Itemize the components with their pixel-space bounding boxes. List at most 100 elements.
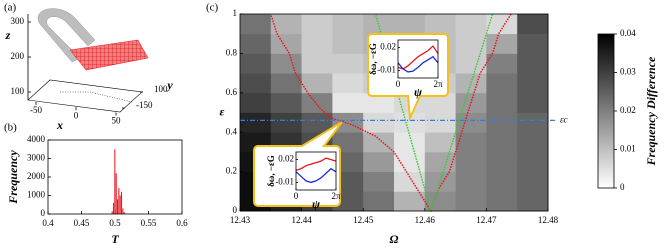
x-tick-label: 0 — [74, 110, 79, 120]
bar — [123, 212, 125, 214]
heat-cell — [270, 112, 302, 133]
heat-cell — [270, 73, 302, 94]
heat-cell — [486, 33, 518, 54]
heat-cell — [270, 33, 302, 54]
heat-cell — [486, 73, 518, 94]
heat-cell — [424, 112, 456, 133]
heat-cell — [363, 112, 395, 133]
plot-frame — [239, 13, 549, 212]
inset-y-tick-label: -0.01 — [275, 176, 294, 186]
y-tick-label: 0.6 — [226, 87, 238, 97]
inset-y-tick-label: 0.02 — [278, 154, 294, 164]
heat-cell — [240, 33, 272, 54]
heat-cell — [486, 171, 518, 192]
heat-cell — [270, 53, 302, 74]
heat-cell — [301, 33, 333, 54]
bar — [117, 199, 119, 214]
x-axis-label: T — [111, 232, 119, 246]
inset-line — [295, 157, 337, 171]
inset-line — [397, 55, 439, 73]
heat-cell — [486, 132, 518, 153]
colorbar-label: Frequency Difference — [644, 56, 658, 166]
inset-line — [397, 45, 439, 70]
heat-cell — [363, 151, 395, 172]
heat-cell — [517, 33, 549, 54]
heat-cell — [301, 92, 333, 113]
heat-cell — [240, 112, 272, 133]
y-tick-label: 0.2 — [226, 166, 237, 176]
heat-cell — [424, 92, 456, 113]
x-tick-label: 12.43 — [230, 215, 251, 225]
inset-x-tick-label: 0 — [294, 191, 299, 201]
heat-cell — [517, 53, 549, 74]
heat-cell — [517, 14, 549, 35]
x-tick-label: 0.6 — [176, 218, 188, 228]
heat-cell — [486, 112, 518, 133]
inset-line — [295, 167, 337, 184]
heat-cell — [424, 14, 456, 35]
heat-cell — [363, 171, 395, 192]
panel-label: (b) — [4, 122, 17, 134]
x-tick-label: 12.46 — [415, 215, 436, 225]
heat-cell — [301, 73, 333, 94]
heat-cell — [517, 151, 549, 172]
y-tick-label: 4000 — [27, 134, 46, 144]
y-tick-label: 0 — [233, 205, 238, 215]
x-tick-label: 0.4 — [42, 218, 54, 228]
heat-cell — [332, 92, 364, 113]
heat-cell — [270, 14, 302, 35]
y-tick-label: 3000 — [27, 153, 46, 163]
y-tick-label: 0.4 — [226, 126, 238, 136]
x-tick-label: 12.47 — [476, 215, 497, 225]
heat-cell — [363, 191, 395, 212]
heat-cell — [363, 92, 395, 113]
heat-cell — [332, 14, 364, 35]
heat-cell — [517, 112, 549, 133]
bar — [122, 208, 124, 214]
y-axis-label: y — [165, 78, 173, 92]
colorbar-tick-label: 0.01 — [620, 144, 636, 154]
y-tick-label: 0 — [41, 208, 46, 218]
z-axis-label: z — [5, 28, 11, 42]
heat-cell — [240, 92, 272, 113]
y-axis-label: ε — [220, 104, 225, 118]
heat-cell — [240, 14, 272, 35]
y-tick-label: -150 — [136, 100, 153, 110]
heat-cell — [486, 53, 518, 74]
y-tick-label: 100 — [154, 84, 168, 94]
heat-cell — [455, 73, 487, 94]
inset-y-label: δω, −εG — [266, 155, 276, 187]
inset-frame — [397, 39, 439, 79]
heat-cell — [240, 53, 272, 74]
heat-cell — [455, 112, 487, 133]
y-tick-label: 0.8 — [226, 47, 238, 57]
threshold-label: εc — [560, 114, 568, 124]
colorbar-tick-label: 0 — [620, 182, 625, 192]
inset-x-tick-label: 2π — [433, 79, 443, 89]
heat-cell — [517, 132, 549, 153]
inset-frame — [295, 151, 337, 191]
heat-cell — [455, 191, 487, 212]
y-axis-label: Frequency — [6, 150, 20, 205]
heat-cell — [363, 132, 395, 153]
heat-cell — [332, 33, 364, 54]
heat-cell — [424, 151, 456, 172]
heat-cell — [517, 191, 549, 212]
inset-x-tick-label: 2π — [331, 191, 341, 201]
panel-label: (a) — [4, 2, 17, 14]
y-tick-label: 1000 — [27, 190, 46, 200]
x-axis-label: x — [56, 118, 63, 132]
heat-cell — [517, 171, 549, 192]
heat-cell — [394, 151, 426, 172]
heat-cell — [455, 53, 487, 74]
dotted-line — [430, 13, 494, 212]
callout — [253, 33, 449, 207]
dotted-line — [270, 13, 432, 212]
heat-cell — [517, 92, 549, 113]
heat-cell — [394, 191, 426, 212]
x-tick-label: 0.55 — [141, 218, 157, 228]
y-tick-label: 2000 — [27, 171, 46, 181]
x-tick-label: 50 — [112, 116, 122, 126]
